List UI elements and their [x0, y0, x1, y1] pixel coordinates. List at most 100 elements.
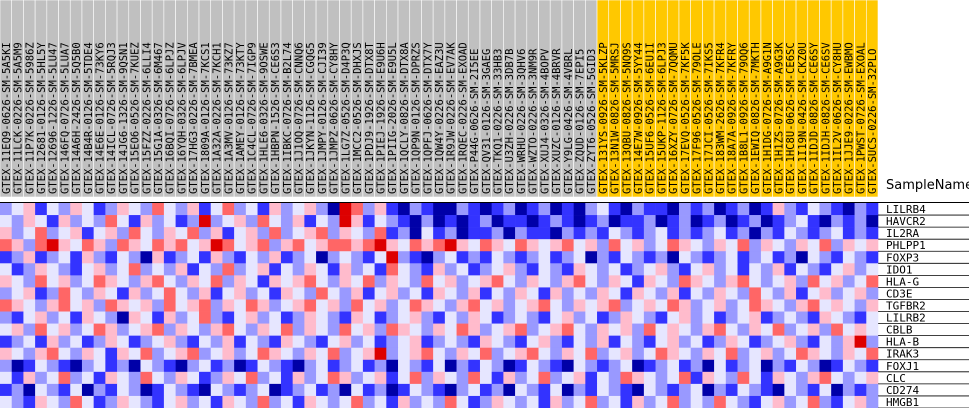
row-label: PHLPP1: [886, 239, 926, 252]
heatmap-cell: [280, 227, 293, 240]
heatmap-cell: [737, 227, 750, 240]
heatmap-cell: [737, 395, 750, 408]
heatmap-cell: [81, 239, 94, 252]
heatmap-cell: [819, 215, 832, 228]
heatmap-cell: [351, 215, 364, 228]
heatmap-cell: [866, 287, 879, 300]
heatmap-cell: [199, 311, 212, 324]
heatmap-cell: [163, 347, 176, 361]
column-label: GTEX-18A7A-0926-SM-7KFRY: [727, 42, 739, 194]
column-label: GTEX-ZQUD-0126-SM-7EPI5: [574, 49, 586, 194]
heatmap-cell: [163, 395, 176, 408]
heatmap-cell: [561, 227, 574, 240]
heatmap-cell: [854, 383, 867, 397]
heatmap-cell: [421, 275, 434, 288]
heatmap-cell: [632, 287, 645, 300]
heatmap-cell: [479, 383, 492, 397]
heatmap-cell: [784, 287, 797, 300]
heatmap-cell: [35, 395, 48, 408]
heatmap-cell: [819, 323, 832, 336]
heatmap-cell: [117, 239, 130, 252]
heatmap-cell: [573, 227, 586, 240]
column-label: GTEX-15EO6-0526-SM-7KUEZ: [130, 42, 142, 194]
heatmap-cell: [678, 203, 691, 216]
heatmap-cell: [257, 251, 270, 264]
heatmap-cell: [163, 371, 176, 385]
heatmap-cell: [23, 395, 36, 408]
heatmap-cell: [187, 227, 200, 240]
heatmap-cell: [386, 323, 399, 336]
heatmap-cell: [409, 215, 422, 228]
heatmap-cell: [46, 227, 59, 240]
heatmap-cell: [316, 287, 329, 300]
heatmap-cell: [538, 299, 551, 312]
heatmap-cell: [374, 335, 387, 349]
heatmap-cell: [175, 395, 188, 408]
heatmap-cell: [362, 215, 375, 228]
heatmap-cell: [725, 383, 738, 397]
heatmap-cell: [245, 371, 258, 385]
heatmap-cell: [538, 251, 551, 264]
heatmap-cell: [515, 239, 528, 252]
heatmap-cell: [0, 275, 13, 288]
column-label: GTEX-1J1OQ-0726-SM-CNNQ6: [294, 42, 306, 194]
heatmap-cell: [269, 299, 282, 312]
heatmap-cell: [327, 215, 340, 228]
column-label: GTEX-14JG6-1326-SM-9QSN1: [118, 42, 130, 194]
heatmap-cell: [503, 215, 516, 228]
heatmap-cell: [854, 311, 867, 324]
heatmap-cell: [433, 287, 446, 300]
heatmap-cell: [678, 287, 691, 300]
heatmap-cell: [667, 203, 680, 216]
heatmap-cell: [456, 347, 469, 361]
heatmap-cell: [479, 311, 492, 324]
heatmap-cell: [46, 335, 59, 349]
heatmap-cell: [210, 215, 223, 228]
heatmap-cell: [842, 299, 855, 312]
heatmap-cell: [749, 227, 762, 240]
heatmap-cell: [339, 227, 352, 240]
heatmap-cell: [760, 263, 773, 276]
heatmap-cell: [339, 239, 352, 252]
heatmap-cell: [374, 263, 387, 276]
heatmap-cell: [398, 323, 411, 336]
heatmap-cell: [199, 395, 212, 408]
heatmap-cell: [585, 251, 598, 264]
heatmap-cell: [351, 239, 364, 252]
column-label: GTEX-1PDJ9-1926-SM-DTX8T: [364, 42, 376, 194]
heatmap-cell: [468, 239, 481, 252]
column-label: GTEX-13QBU-0826-SM-5NQ9S: [621, 42, 633, 194]
heatmap-cell: [456, 335, 469, 349]
heatmap-cell: [737, 299, 750, 312]
heatmap-cell: [210, 347, 223, 361]
heatmap-cell: [398, 359, 411, 373]
heatmap-cell: [526, 299, 539, 312]
heatmap-cell: [585, 299, 598, 312]
heatmap-cell: [409, 359, 422, 373]
heatmap-cell: [163, 359, 176, 373]
heatmap-cell: [714, 383, 727, 397]
heatmap-cell: [831, 227, 844, 240]
heatmap-cell: [585, 383, 598, 397]
heatmap-cell: [351, 359, 364, 373]
heatmap-cell: [152, 347, 165, 361]
column-label: GTEX-1QW4Y-0226-SM-EAZ3U: [434, 42, 446, 194]
heatmap-cell: [667, 227, 680, 240]
heatmap-cell: [199, 239, 212, 252]
heatmap-cell: [690, 287, 703, 300]
heatmap-cell: [362, 227, 375, 240]
heatmap-cell: [362, 347, 375, 361]
heatmap-cell: [70, 251, 83, 264]
heatmap-cell: [842, 323, 855, 336]
heatmap-cell: [503, 395, 516, 408]
heatmap-cell: [117, 347, 130, 361]
column-label: GTEX-1IL2V-0626-SM-CY8HU: [832, 42, 844, 194]
heatmap-cell: [0, 335, 13, 349]
heatmap-cell: [468, 299, 481, 312]
heatmap-cell: [608, 251, 621, 264]
column-label: GTEX-1C4CL-0726-SM-7IGP9: [247, 42, 259, 194]
row-label: IDO1: [886, 263, 913, 276]
heatmap-cell: [316, 263, 329, 276]
heatmap-cell: [58, 395, 71, 408]
heatmap-cell: [409, 347, 422, 361]
